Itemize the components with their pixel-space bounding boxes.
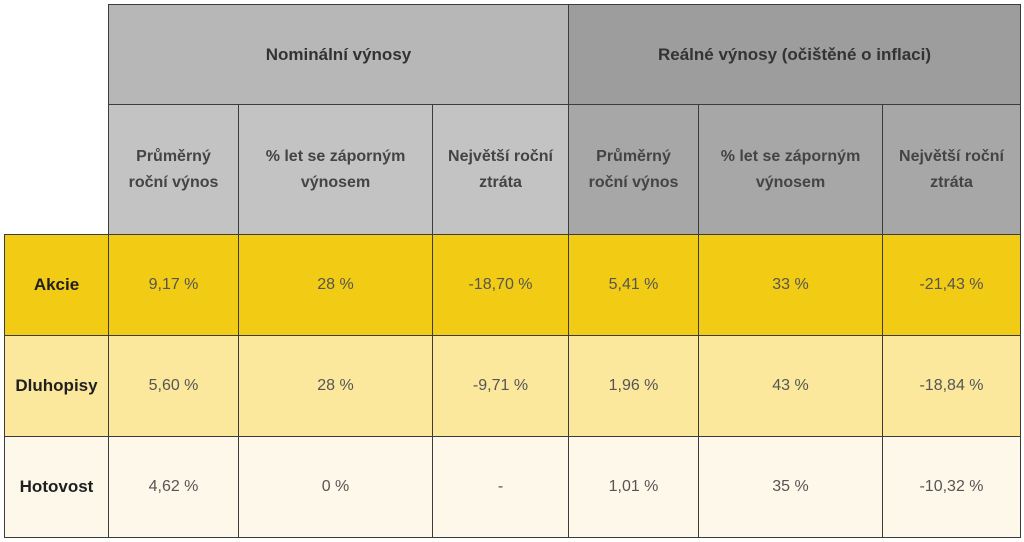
nominal-avg-return-header: Průměrný roční výnos [108, 104, 239, 235]
table-cell: -18,84 % [882, 335, 1021, 437]
table-row-dluhopisy: Dluhopisy 5,60 % 28 % -9,71 % 1,96 % 43 … [4, 335, 1021, 437]
table-cell: -18,70 % [432, 234, 569, 336]
table-cell: 28 % [238, 335, 433, 437]
table-cell: 4,62 % [108, 436, 239, 538]
row-label: Hotovost [4, 436, 109, 538]
table-cell: -9,71 % [432, 335, 569, 437]
table-row-hotovost: Hotovost 4,62 % 0 % - 1,01 % 35 % -10,32… [4, 436, 1021, 538]
corner-cell-2 [4, 104, 109, 235]
table-row-akcie: Akcie 9,17 % 28 % -18,70 % 5,41 % 33 % -… [4, 234, 1021, 336]
table-cell: 28 % [238, 234, 433, 336]
row-label: Dluhopisy [4, 335, 109, 437]
row-label: Akcie [4, 234, 109, 336]
real-avg-return-header: Průměrný roční výnos [568, 104, 699, 235]
table-cell: 35 % [698, 436, 883, 538]
nominal-returns-header: Nominální výnosy [108, 4, 569, 105]
table-cell: 1,01 % [568, 436, 699, 538]
table-cell: -21,43 % [882, 234, 1021, 336]
real-returns-header: Reálné výnosy (očištěné o inflaci) [568, 4, 1021, 105]
table-cell: 5,41 % [568, 234, 699, 336]
nominal-negative-years-header: % let se záporným výnosem [238, 104, 433, 235]
table-cell: 1,96 % [568, 335, 699, 437]
table-cell: 5,60 % [108, 335, 239, 437]
returns-table: Nominální výnosy Reálné výnosy (očištěné… [4, 4, 1021, 538]
corner-cell [4, 4, 109, 105]
table-cell: 33 % [698, 234, 883, 336]
nominal-max-loss-header: Největší roční ztráta [432, 104, 569, 235]
table-cell: 9,17 % [108, 234, 239, 336]
table-cell: - [432, 436, 569, 538]
real-negative-years-header: % let se záporným výnosem [698, 104, 883, 235]
table-cell: 0 % [238, 436, 433, 538]
table-cell: -10,32 % [882, 436, 1021, 538]
table-cell: 43 % [698, 335, 883, 437]
real-max-loss-header: Největší roční ztráta [882, 104, 1021, 235]
